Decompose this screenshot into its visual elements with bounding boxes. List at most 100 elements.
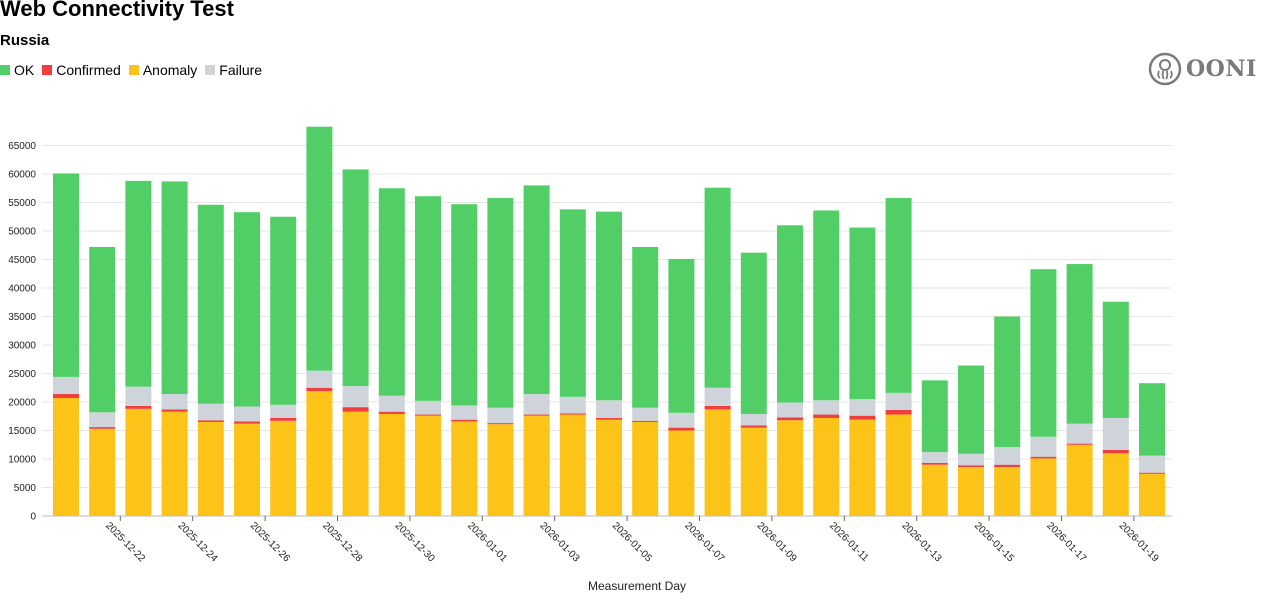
bar-segment-failure-2026-01-02[interactable] bbox=[487, 407, 514, 424]
bar-segment-failure-2026-01-07[interactable] bbox=[668, 412, 695, 428]
bar-segment-ok-2025-12-21[interactable] bbox=[53, 173, 79, 377]
bar-segment-anomaly-2025-12-26[interactable] bbox=[234, 423, 260, 516]
bar-segment-anomaly-2025-12-31[interactable] bbox=[415, 415, 441, 516]
bar-segment-ok-2025-12-29[interactable] bbox=[342, 169, 369, 387]
bar-segment-failure-2025-12-23[interactable] bbox=[125, 386, 152, 406]
legend-item-failure[interactable]: Failure bbox=[205, 62, 262, 78]
bar-segment-anomaly-2025-12-29[interactable] bbox=[342, 411, 369, 516]
bar-segment-ok-2026-01-20[interactable] bbox=[1139, 383, 1165, 456]
bar-segment-confirmed-2025-12-30[interactable] bbox=[378, 411, 405, 414]
bar-segment-failure-2026-01-17[interactable] bbox=[1030, 436, 1057, 457]
bar-segment-confirmed-2026-01-02[interactable] bbox=[487, 423, 514, 425]
bar-segment-confirmed-2026-01-11[interactable] bbox=[813, 414, 840, 418]
bar-segment-anomaly-2026-01-04[interactable] bbox=[559, 414, 586, 516]
bar-segment-anomaly-2025-12-23[interactable] bbox=[125, 408, 152, 516]
bar-segment-confirmed-2025-12-21[interactable] bbox=[53, 394, 79, 399]
bar-segment-confirmed-2025-12-24[interactable] bbox=[161, 409, 188, 412]
bar-segment-ok-2025-12-24[interactable] bbox=[161, 181, 188, 395]
bar-segment-confirmed-2026-01-09[interactable] bbox=[740, 425, 767, 428]
bar-segment-anomaly-2026-01-15[interactable] bbox=[958, 466, 984, 516]
bar-segment-confirmed-2026-01-08[interactable] bbox=[704, 405, 731, 410]
bar-segment-failure-2025-12-29[interactable] bbox=[342, 386, 369, 408]
bar-segment-ok-2026-01-15[interactable] bbox=[958, 365, 984, 454]
bar-segment-anomaly-2025-12-28[interactable] bbox=[306, 391, 333, 516]
bar-segment-failure-2026-01-15[interactable] bbox=[958, 453, 984, 466]
bar-segment-confirmed-2025-12-23[interactable] bbox=[125, 405, 152, 409]
bar-segment-ok-2026-01-01[interactable] bbox=[451, 204, 478, 406]
bar-segment-anomaly-2026-01-09[interactable] bbox=[740, 427, 767, 516]
bar-segment-confirmed-2026-01-16[interactable] bbox=[994, 464, 1021, 467]
bar-segment-confirmed-2026-01-07[interactable] bbox=[668, 427, 695, 431]
bar-segment-anomaly-2026-01-06[interactable] bbox=[632, 421, 659, 516]
bar-segment-failure-2026-01-14[interactable] bbox=[921, 452, 948, 463]
bar-segment-ok-2025-12-28[interactable] bbox=[306, 126, 333, 371]
bar-segment-anomaly-2026-01-03[interactable] bbox=[523, 415, 550, 516]
bar-segment-anomaly-2026-01-11[interactable] bbox=[813, 417, 840, 516]
bar-segment-failure-2026-01-09[interactable] bbox=[740, 413, 767, 426]
bar-segment-ok-2025-12-23[interactable] bbox=[125, 180, 152, 387]
bar-segment-ok-2026-01-12[interactable] bbox=[849, 227, 876, 400]
bar-segment-anomaly-2026-01-17[interactable] bbox=[1030, 458, 1057, 516]
bar-segment-confirmed-2026-01-13[interactable] bbox=[885, 409, 912, 415]
bar-segment-failure-2026-01-01[interactable] bbox=[451, 405, 478, 420]
bar-segment-anomaly-2025-12-24[interactable] bbox=[161, 411, 188, 516]
bar-segment-ok-2026-01-06[interactable] bbox=[632, 246, 659, 408]
bar-segment-failure-2025-12-31[interactable] bbox=[415, 400, 441, 415]
bar-segment-ok-2025-12-27[interactable] bbox=[270, 216, 297, 405]
legend-item-anomaly[interactable]: Anomaly bbox=[128, 62, 197, 78]
bar-segment-ok-2026-01-17[interactable] bbox=[1030, 269, 1057, 437]
bar-segment-failure-2026-01-16[interactable] bbox=[994, 447, 1021, 465]
bar-segment-failure-2025-12-21[interactable] bbox=[53, 376, 79, 395]
bar-segment-anomaly-2026-01-16[interactable] bbox=[994, 466, 1021, 516]
bar-segment-anomaly-2026-01-08[interactable] bbox=[704, 409, 731, 516]
bar-segment-failure-2025-12-30[interactable] bbox=[378, 395, 405, 412]
bar-segment-confirmed-2025-12-26[interactable] bbox=[234, 421, 260, 424]
bar-segment-ok-2026-01-08[interactable] bbox=[704, 187, 731, 388]
legend-item-ok[interactable]: OK bbox=[0, 62, 34, 78]
bar-segment-confirmed-2026-01-05[interactable] bbox=[596, 417, 622, 420]
bar-segment-ok-2026-01-04[interactable] bbox=[559, 209, 586, 397]
bar-segment-confirmed-2026-01-15[interactable] bbox=[958, 465, 984, 467]
bar-segment-anomaly-2026-01-13[interactable] bbox=[885, 414, 912, 516]
bar-segment-anomaly-2026-01-18[interactable] bbox=[1066, 444, 1093, 516]
bar-segment-confirmed-2025-12-31[interactable] bbox=[415, 414, 441, 416]
bar-segment-anomaly-2025-12-30[interactable] bbox=[378, 413, 405, 516]
bar-segment-failure-2026-01-19[interactable] bbox=[1102, 417, 1129, 450]
bar-segment-anomaly-2025-12-22[interactable] bbox=[89, 428, 116, 516]
bar-segment-failure-2025-12-27[interactable] bbox=[270, 404, 297, 418]
bar-segment-ok-2025-12-22[interactable] bbox=[89, 246, 116, 413]
bar-segment-ok-2025-12-26[interactable] bbox=[234, 212, 260, 407]
bar-segment-failure-2026-01-08[interactable] bbox=[704, 387, 731, 406]
bar-segment-ok-2026-01-09[interactable] bbox=[740, 252, 767, 414]
bar-segment-failure-2026-01-12[interactable] bbox=[849, 399, 876, 416]
bar-segment-failure-2025-12-22[interactable] bbox=[89, 412, 116, 428]
bar-segment-ok-2025-12-30[interactable] bbox=[378, 188, 405, 396]
bar-segment-failure-2026-01-04[interactable] bbox=[559, 396, 586, 414]
bar-segment-confirmed-2026-01-14[interactable] bbox=[921, 462, 948, 465]
bar-segment-failure-2025-12-25[interactable] bbox=[197, 403, 224, 421]
bar-segment-ok-2026-01-10[interactable] bbox=[777, 225, 803, 403]
bar-segment-anomaly-2026-01-20[interactable] bbox=[1139, 473, 1165, 516]
bar-segment-ok-2026-01-05[interactable] bbox=[596, 211, 622, 401]
bar-segment-failure-2026-01-03[interactable] bbox=[523, 394, 550, 415]
bar-segment-failure-2026-01-06[interactable] bbox=[632, 407, 659, 421]
bar-segment-confirmed-2026-01-10[interactable] bbox=[777, 417, 803, 421]
bar-segment-confirmed-2025-12-25[interactable] bbox=[197, 420, 224, 422]
bar-segment-anomaly-2026-01-01[interactable] bbox=[451, 421, 478, 516]
bar-segment-confirmed-2026-01-12[interactable] bbox=[849, 415, 876, 420]
bar-segment-ok-2026-01-03[interactable] bbox=[523, 185, 550, 395]
bar-segment-confirmed-2026-01-01[interactable] bbox=[451, 419, 478, 422]
bar-segment-confirmed-2025-12-29[interactable] bbox=[342, 407, 369, 412]
bar-segment-confirmed-2026-01-20[interactable] bbox=[1139, 472, 1165, 474]
bar-segment-confirmed-2026-01-06[interactable] bbox=[632, 420, 659, 422]
bar-segment-anomaly-2025-12-25[interactable] bbox=[197, 421, 224, 516]
bar-segment-confirmed-2025-12-22[interactable] bbox=[89, 427, 116, 429]
bar-segment-anomaly-2026-01-07[interactable] bbox=[668, 430, 695, 517]
bar-segment-failure-2026-01-18[interactable] bbox=[1066, 423, 1093, 444]
bar-segment-ok-2026-01-07[interactable] bbox=[668, 258, 695, 413]
bar-segment-confirmed-2025-12-27[interactable] bbox=[270, 417, 297, 421]
bar-segment-confirmed-2026-01-17[interactable] bbox=[1030, 456, 1057, 459]
bar-segment-ok-2026-01-14[interactable] bbox=[921, 380, 948, 453]
bar-segment-ok-2026-01-11[interactable] bbox=[813, 210, 840, 401]
bar-segment-failure-2026-01-10[interactable] bbox=[777, 402, 803, 418]
